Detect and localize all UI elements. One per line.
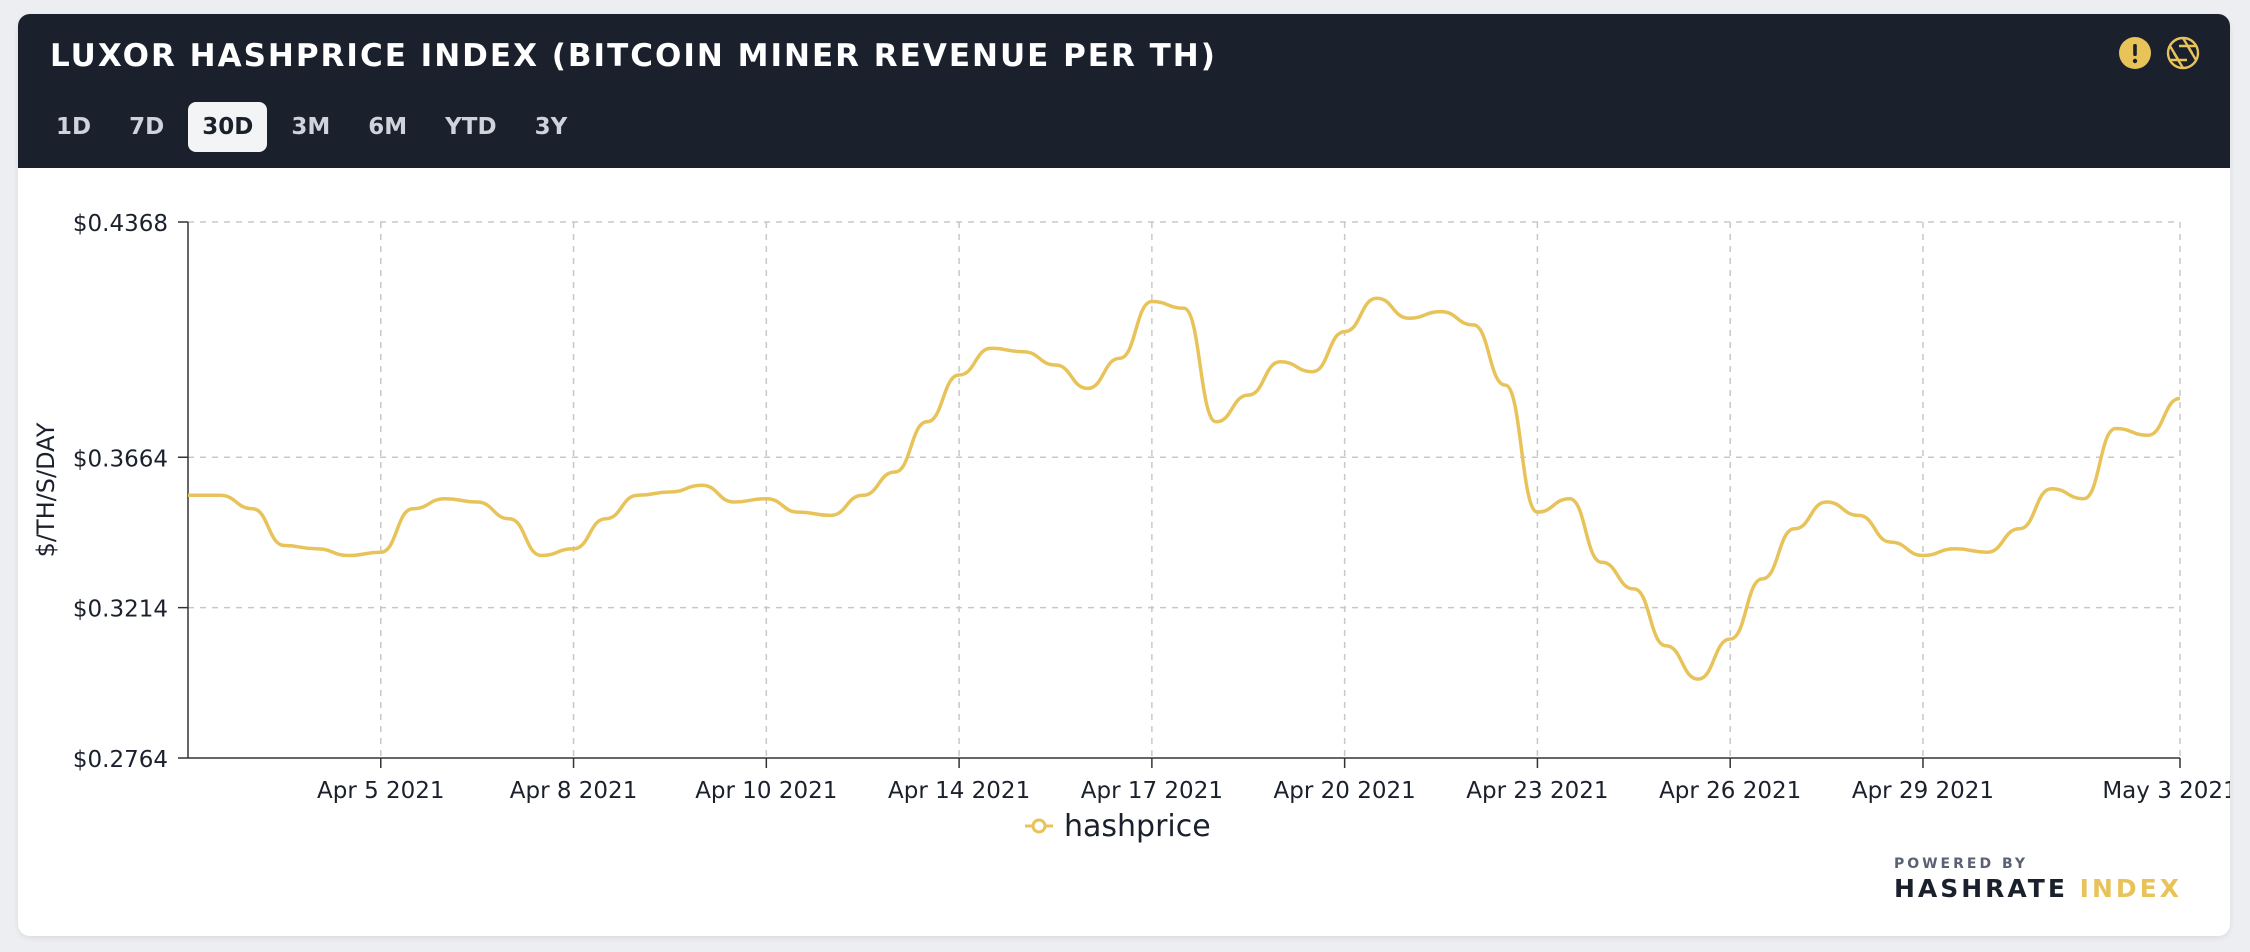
tab-ytd[interactable]: YTD	[445, 114, 497, 140]
brand-part2: INDEX	[2079, 874, 2182, 903]
x-tick-label: Apr 20 2021	[1274, 778, 1416, 804]
tab-3m[interactable]: 3M	[291, 114, 331, 140]
tab-30d[interactable]: 30D	[188, 102, 268, 152]
legend-label: hashprice	[1064, 808, 1211, 844]
y-tick-label: $0.3214	[73, 597, 168, 623]
series-line-hashprice	[188, 296, 2181, 681]
y-axis-label: $/TH/S/DAY	[32, 422, 60, 557]
hashprice-chart: $0.2764 $0.3214 $0.3664 $0.4368 Apr 5 2021 Ap…	[32, 211, 2230, 804]
legend-item-hashprice[interactable]: hashprice	[1024, 806, 1211, 846]
x-tick-label: Apr 23 2021	[1466, 778, 1608, 804]
legend-marker-icon	[1025, 818, 1053, 834]
time-range-tabs: 1D 7D 30D 3M 6M YTD 3Y	[42, 102, 581, 152]
x-tick-label: May 3 2021	[2102, 778, 2230, 804]
y-tick-label: $0.4368	[73, 211, 168, 237]
x-tick-label: Apr 26 2021	[1659, 778, 1801, 804]
chart-header: LUXOR HASHPRICE INDEX (BITCOIN MINER REV…	[18, 14, 2230, 168]
x-tick-label: Apr 14 2021	[888, 778, 1030, 804]
x-tick-label: Apr 8 2021	[510, 778, 638, 804]
warning-icon[interactable]	[2118, 36, 2152, 70]
brand-part1: HASHRATE	[1893, 874, 2068, 903]
x-tick-label: Apr 5 2021	[317, 778, 445, 804]
x-tick-label: Apr 29 2021	[1852, 778, 1994, 804]
chart-card: LUXOR HASHPRICE INDEX (BITCOIN MINER REV…	[18, 14, 2230, 936]
tab-7d[interactable]: 7D	[129, 114, 165, 140]
y-tick-label: $0.2764	[73, 747, 168, 773]
tab-1d[interactable]: 1D	[56, 114, 92, 140]
x-tick-label: Apr 17 2021	[1081, 778, 1223, 804]
x-tick-label: Apr 10 2021	[695, 778, 837, 804]
brand-name: HASHRATE INDEX	[1894, 874, 2182, 903]
aperture-icon[interactable]	[2166, 36, 2200, 70]
powered-by-text: POWERED BY	[1893, 856, 2028, 872]
chart-title: LUXOR HASHPRICE INDEX (BITCOIN MINER REV…	[50, 38, 1217, 74]
tab-6m[interactable]: 6M	[368, 114, 408, 140]
tab-3y[interactable]: 3Y	[534, 114, 568, 140]
powered-by-logo[interactable]: POWERED BY HASHRATE INDEX	[1894, 856, 2182, 903]
y-tick-label: $0.3664	[73, 446, 168, 472]
